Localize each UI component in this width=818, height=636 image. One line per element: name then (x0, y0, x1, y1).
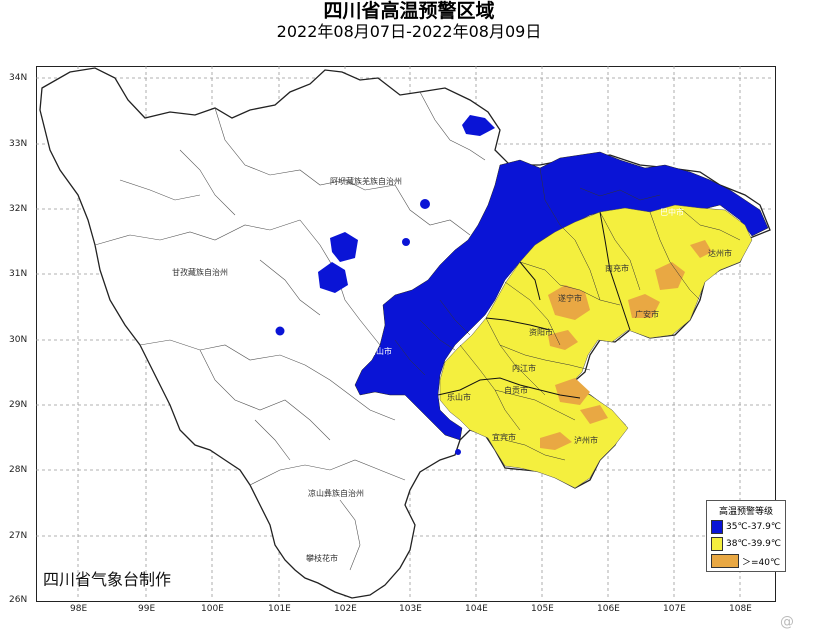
legend-label: ＞=40℃ (742, 557, 781, 568)
warning-blue-patch (462, 115, 495, 136)
lat-label: 29N (9, 400, 28, 410)
warning-area-borders (394, 167, 741, 461)
region-label-guangan: 广安市 (635, 310, 659, 319)
internal-borders (94, 91, 486, 571)
region-label-yibin: 宜宾市 (492, 433, 516, 442)
region-label-ganzi: 甘孜藏族自治州 (172, 268, 228, 277)
warning-blue-patch (455, 449, 461, 455)
lat-label: 30N (9, 335, 28, 345)
lon-label: 108E (729, 604, 752, 614)
legend-item: ＞=40℃ (711, 554, 781, 568)
region-label-leshan: 乐山市 (447, 393, 471, 402)
region-label-meishan: 眉山市 (368, 347, 392, 356)
lat-label: 27N (9, 531, 28, 541)
lat-label: 33N (9, 139, 28, 149)
legend-label: 38℃-39.9℃ (726, 539, 781, 549)
lon-label: 98E (70, 604, 88, 614)
warning-blue-patch (420, 199, 430, 209)
lon-label: 100E (201, 604, 224, 614)
legend-item: 38℃-39.9℃ (711, 537, 781, 551)
legend-item: 35℃-37.9℃ (711, 520, 781, 534)
lat-label: 32N (9, 204, 28, 214)
region-label-zigong: 自贡市 (504, 386, 528, 395)
legend-swatch-yellow (711, 537, 724, 551)
lon-label: 106E (597, 604, 620, 614)
warning-blue-patch (275, 326, 285, 336)
region-label-ziyang: 资阳市 (529, 328, 553, 337)
date-range: 2022年08月07日-2022年08月09日 (276, 22, 542, 41)
region-label-liangshan: 凉山彝族自治州 (308, 489, 364, 498)
prefecture-borders (437, 211, 631, 399)
legend-title: 高温预警等级 (718, 507, 773, 517)
credit-label: 四川省气象台制作 (43, 570, 172, 589)
region-label-luzhou: 泸州市 (574, 436, 598, 445)
warning-orange-areas (540, 240, 712, 450)
warning-blue-main (354, 151, 769, 441)
region-label-nanchong: 南充市 (605, 264, 629, 273)
lon-label: 103E (399, 604, 422, 614)
warning-legend: 高温预警等级 35℃-37.9℃ 38℃-39.9℃ ＞=40℃ (706, 500, 786, 572)
region-label-bazhong: 巴中市 (660, 208, 684, 217)
lon-label: 104E (465, 604, 488, 614)
warning-blue-patch (330, 232, 358, 262)
legend-swatch-orange (711, 554, 739, 568)
legend-swatch-blue (711, 520, 724, 534)
lon-label: 99E (138, 604, 156, 614)
lat-label: 34N (9, 73, 28, 83)
warning-blue-patch (318, 262, 348, 293)
lon-label: 101E (268, 604, 291, 614)
region-label-neijiang: 内江市 (512, 364, 536, 373)
lon-label: 107E (663, 604, 686, 614)
lat-label: 31N (9, 269, 28, 279)
lat-label: 26N (9, 595, 28, 605)
lat-label: 28N (9, 465, 28, 475)
lon-label: 105E (531, 604, 554, 614)
map-title: 四川省高温预警区域 (323, 0, 495, 22)
region-label-suining: 遂宁市 (558, 294, 582, 303)
region-label-dazhou: 达州市 (708, 249, 732, 258)
region-label-aba: 阿坝藏族羌族自治州 (330, 177, 402, 186)
warning-blue-patch (402, 238, 410, 246)
legend-label: 35℃-37.9℃ (726, 522, 781, 532)
region-label-panzhihua: 攀枝花市 (306, 554, 338, 563)
watermark: @ (780, 614, 794, 630)
lon-label: 102E (334, 604, 357, 614)
map-frame (36, 66, 776, 602)
